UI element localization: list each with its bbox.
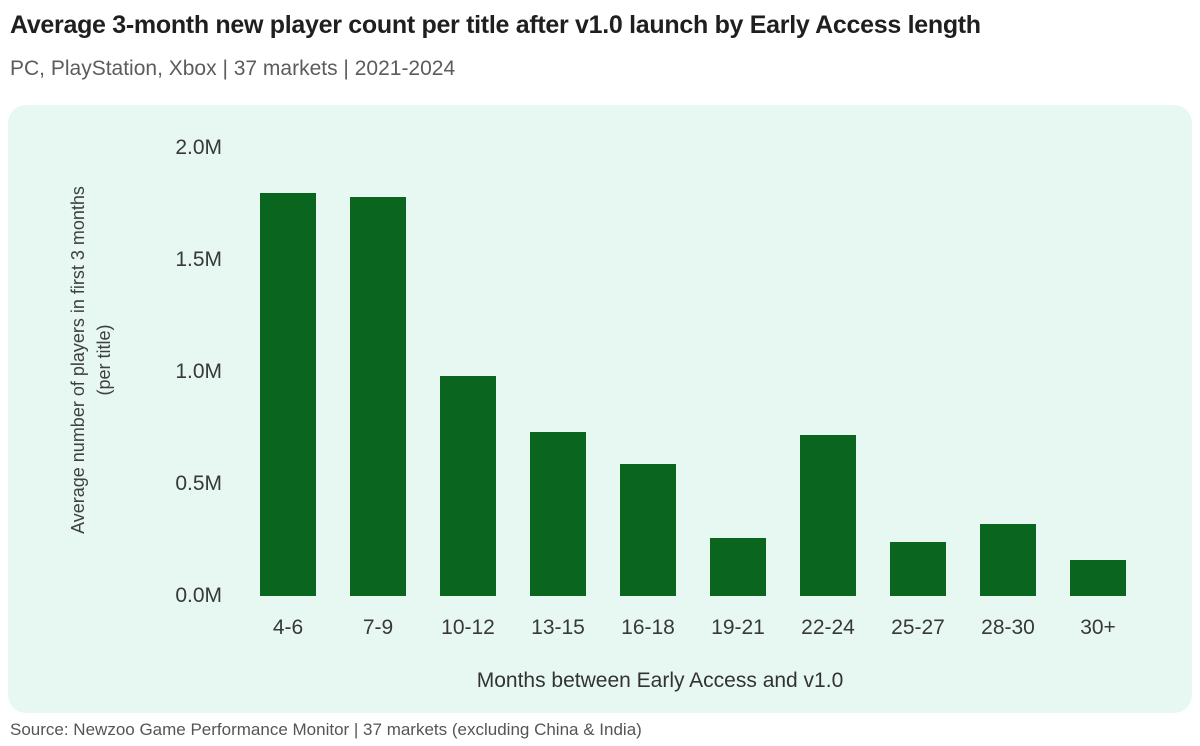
- x-tick-label-25-27: 25-27: [891, 616, 945, 639]
- bar-16-18: [620, 464, 676, 596]
- x-tick-label-13-15: 13-15: [531, 616, 585, 639]
- x-tick-label-4-6: 4-6: [272, 616, 304, 639]
- x-axis-title: Months between Early Access and v1.0: [476, 669, 844, 692]
- y-tick-label-1.5M: 1.5M: [175, 248, 222, 271]
- bar-22-24: [800, 435, 856, 596]
- bar-13-15: [530, 432, 586, 596]
- y-tick-label-0.0M: 0.0M: [175, 584, 222, 607]
- x-tick-label-28-30: 28-30: [981, 616, 1035, 639]
- x-tick-label-22-24: 22-24: [801, 616, 855, 639]
- x-tick-label-30+: 30+: [1080, 616, 1116, 639]
- bar-19-21: [710, 538, 766, 596]
- y-axis-title: Average number of players in first 3 mon…: [65, 186, 117, 534]
- bar-4-6: [260, 193, 316, 596]
- bar-28-30: [980, 524, 1036, 596]
- bar-7-9: [350, 197, 406, 596]
- x-tick-label-10-12: 10-12: [441, 616, 495, 639]
- x-tick-label-19-21: 19-21: [711, 616, 765, 639]
- y-tick-label-1.0M: 1.0M: [175, 360, 222, 383]
- y-axis-title-line1: Average number of players in first 3 mon…: [68, 186, 88, 534]
- chart-subtitle: PC, PlayStation, Xbox | 37 markets | 202…: [10, 57, 456, 80]
- y-axis-title-line2: (per title): [94, 324, 114, 396]
- bar-25-27: [890, 542, 946, 596]
- bar-30+: [1070, 560, 1126, 596]
- chart-title: Average 3-month new player count per tit…: [10, 11, 981, 39]
- chart-panel: Average number of players in first 3 mon…: [8, 105, 1192, 713]
- bar-10-12: [440, 376, 496, 596]
- x-tick-label-7-9: 7-9: [362, 616, 394, 639]
- source-note: Source: Newzoo Game Performance Monitor …: [10, 720, 642, 739]
- y-tick-label-2.0M: 2.0M: [175, 136, 222, 159]
- y-tick-label-0.5M: 0.5M: [175, 472, 222, 495]
- x-tick-label-16-18: 16-18: [621, 616, 675, 639]
